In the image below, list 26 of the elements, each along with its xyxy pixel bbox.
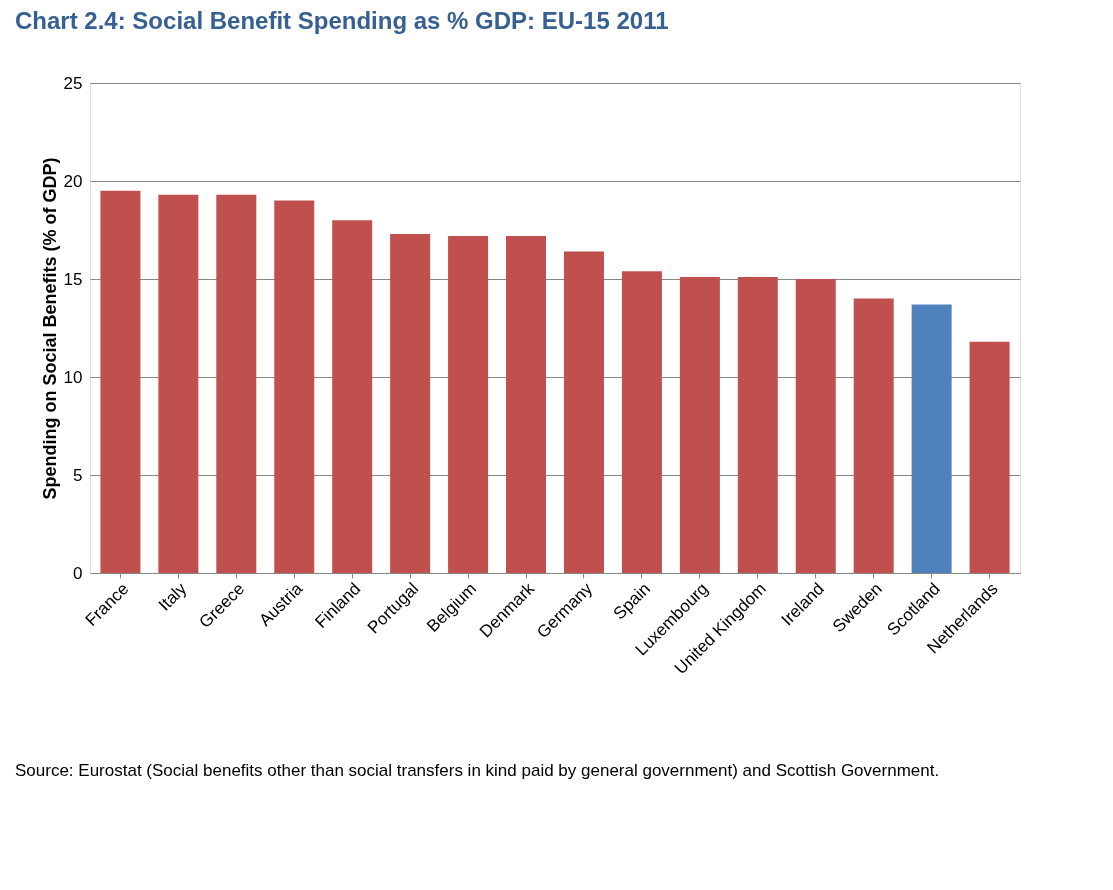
bar bbox=[390, 233, 431, 573]
bar bbox=[679, 277, 720, 573]
source-note: Source: Eurostat (Social benefits other than social transfers in kind paid by general government) and Scottish Government. bbox=[15, 761, 940, 780]
y-tick-label: 0 bbox=[73, 563, 83, 583]
bar bbox=[563, 251, 604, 573]
bar bbox=[737, 277, 778, 573]
chart-title: Chart 2.4: Social Benefit Spending as % GDP: EU-15 2011 bbox=[15, 7, 669, 34]
bar bbox=[795, 279, 836, 573]
bar bbox=[158, 194, 199, 573]
y-tick-label: 20 bbox=[63, 171, 83, 191]
bar bbox=[216, 194, 257, 573]
bar bbox=[911, 304, 952, 573]
bar bbox=[274, 200, 315, 573]
bar bbox=[506, 235, 547, 573]
bar bbox=[621, 271, 662, 573]
y-tick-label: 25 bbox=[63, 73, 83, 93]
y-tick-label: 15 bbox=[63, 269, 83, 289]
bar bbox=[100, 190, 141, 573]
y-axis-title: Spending on Social Benefits (% of GDP) bbox=[39, 157, 60, 500]
x-tick-label: Italy bbox=[154, 578, 191, 615]
bar bbox=[969, 341, 1010, 573]
y-tick-label: 5 bbox=[73, 465, 83, 485]
y-tick-label: 10 bbox=[63, 367, 83, 387]
bar bbox=[332, 220, 373, 573]
bar bbox=[448, 235, 489, 573]
bar bbox=[853, 298, 894, 573]
